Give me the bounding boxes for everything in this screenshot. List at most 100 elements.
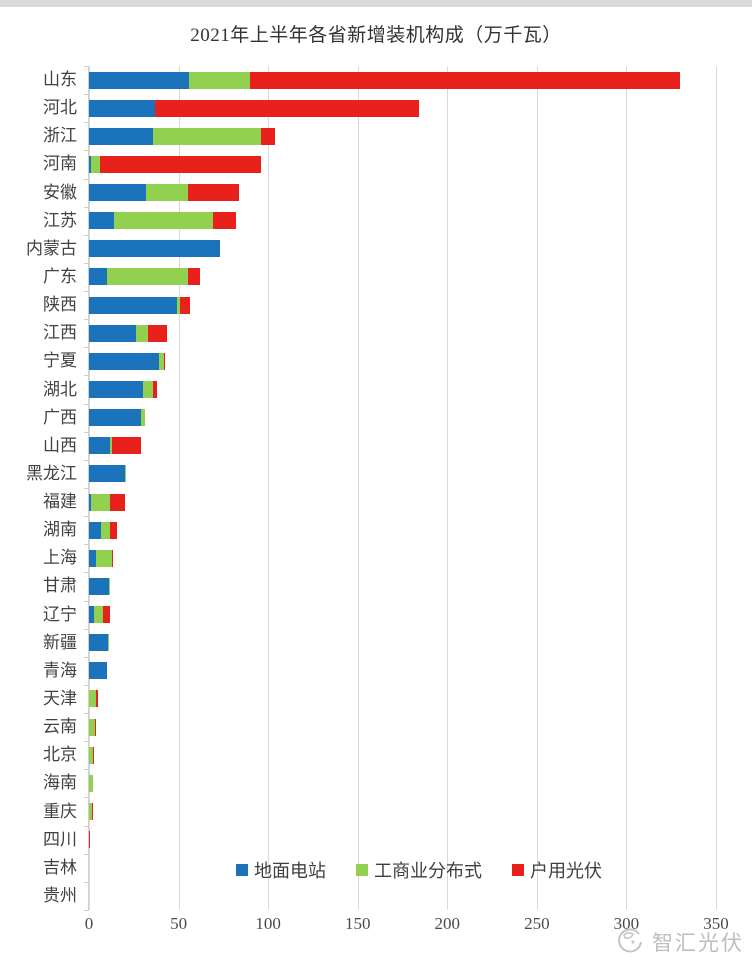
bar-segment-地面电站 [89, 268, 107, 286]
bar-row-内蒙古 [89, 235, 716, 263]
bar-row-天津 [89, 685, 716, 713]
y-axis-label-四川: 四川 [43, 829, 77, 849]
stacked-bar [89, 465, 126, 483]
bar-row-河南 [89, 150, 716, 178]
y-axis-label-云南: 云南 [43, 717, 77, 737]
y-axis-label-江苏: 江苏 [43, 210, 77, 230]
bar-segment-工商业分布式 [142, 381, 154, 399]
bar-segment-地面电站 [89, 662, 107, 680]
bar-segment-户用光伏 [112, 437, 141, 455]
bar-row-江苏 [89, 207, 716, 235]
bar-segment-地面电站 [89, 240, 220, 258]
y-axis-tick [84, 206, 89, 208]
stacked-bar [89, 184, 240, 202]
y-axis-tick [84, 769, 89, 771]
chart-title: 2021年上半年各省新增装机构成（万千瓦） [190, 25, 562, 46]
stacked-bar [89, 268, 201, 286]
page-top-strip [0, 0, 752, 7]
bar-segment-户用光伏 [89, 831, 91, 849]
bar-row-浙江 [89, 122, 716, 150]
watermark-label: 智汇光伏 [652, 930, 744, 955]
legend-label: 户用光伏 [530, 861, 602, 881]
y-axis-tick [84, 94, 89, 96]
bar-row-湖北 [89, 375, 716, 403]
bar-segment-工商业分布式 [140, 409, 145, 427]
gridline-200 [447, 66, 449, 910]
bar-row-山西 [89, 432, 716, 460]
y-axis-tick [84, 516, 89, 518]
y-axis-label-天津: 天津 [43, 689, 77, 708]
bar-row-甘肃 [89, 572, 716, 600]
stacked-bar [89, 352, 166, 370]
bar-segment-工商业分布式 [189, 71, 251, 89]
bar-segment-地面电站 [89, 577, 109, 595]
bar-row-河北 [89, 94, 716, 122]
bar-segment-工商业分布式 [135, 324, 149, 342]
bar-segment-户用光伏 [180, 296, 191, 314]
bar-segment-工商业分布式 [89, 803, 92, 821]
legend-label: 工商业分布式 [374, 861, 482, 881]
bar-row-海南 [89, 769, 716, 797]
y-axis-tick [84, 431, 89, 433]
bar-segment-地面电站 [89, 465, 125, 483]
bar-segment-工商业分布式 [96, 549, 113, 567]
stacked-bar [89, 662, 107, 680]
legend-swatch-icon [512, 864, 524, 876]
bar-segment-户用光伏 [260, 127, 276, 145]
bar-segment-户用光伏 [212, 212, 236, 230]
y-axis-tick [84, 825, 89, 827]
y-axis-label-贵州: 贵州 [43, 885, 77, 905]
stacked-bar [89, 155, 261, 173]
y-axis-label-海南: 海南 [43, 773, 77, 793]
y-axis-label-山东: 山东 [43, 70, 77, 90]
gridline-350 [716, 66, 717, 910]
plot-area [84, 66, 717, 911]
y-axis-label-陕西: 陕西 [43, 295, 77, 315]
gridline-250 [536, 66, 538, 910]
bar-segment-地面电站 [89, 184, 147, 202]
y-axis-tick [84, 544, 89, 546]
bar-segment-工商业分布式 [108, 634, 110, 652]
bar-segment-户用光伏 [112, 549, 113, 567]
legend-item-地面电站: 地面电站 [236, 857, 326, 883]
stacked-bar [89, 549, 113, 567]
stacked-bar [89, 690, 99, 708]
bar-segment-户用光伏 [96, 690, 99, 708]
bar-segment-地面电站 [89, 409, 141, 427]
y-axis-label-河南: 河南 [43, 154, 77, 174]
y-axis-tick [84, 234, 89, 236]
bar-segment-地面电站 [89, 437, 111, 455]
stacked-bar [89, 521, 117, 539]
bar-row-宁夏 [89, 347, 716, 375]
y-axis-tick [84, 853, 89, 855]
y-axis-label-浙江: 浙江 [43, 126, 77, 146]
stacked-bar [89, 212, 236, 230]
y-axis-label-安徽: 安徽 [43, 182, 77, 202]
stacked-bar [89, 634, 110, 652]
bar-segment-工商业分布式 [106, 268, 188, 286]
bar-segment-工商业分布式 [89, 774, 94, 792]
y-axis-label-北京: 北京 [43, 745, 77, 765]
y-axis-tick [84, 741, 89, 743]
y-axis-tick [84, 262, 89, 264]
bar-row-江西 [89, 319, 716, 347]
y-axis-label-河北: 河北 [43, 98, 77, 118]
y-axis-tick [84, 375, 89, 377]
bar-segment-户用光伏 [164, 352, 166, 370]
stacked-bar [89, 577, 111, 595]
bar-row-重庆 [89, 797, 716, 825]
bar-segment-工商业分布式 [110, 437, 113, 455]
y-axis-label-内蒙古: 内蒙古 [26, 238, 77, 258]
y-axis-label-上海: 上海 [43, 548, 77, 568]
bar-segment-户用光伏 [110, 521, 117, 539]
x-axis-label-200: 200 [434, 914, 461, 933]
stacked-bar [89, 831, 91, 849]
legend-swatch-icon [236, 864, 248, 876]
y-axis-label-重庆: 重庆 [43, 801, 77, 821]
bar-segment-户用光伏 [103, 606, 110, 624]
bar-segment-工商业分布式 [90, 493, 110, 511]
bar-segment-工商业分布式 [94, 606, 104, 624]
y-axis-tick [84, 122, 89, 124]
stacked-bar [89, 324, 167, 342]
gridline-300 [626, 66, 628, 910]
